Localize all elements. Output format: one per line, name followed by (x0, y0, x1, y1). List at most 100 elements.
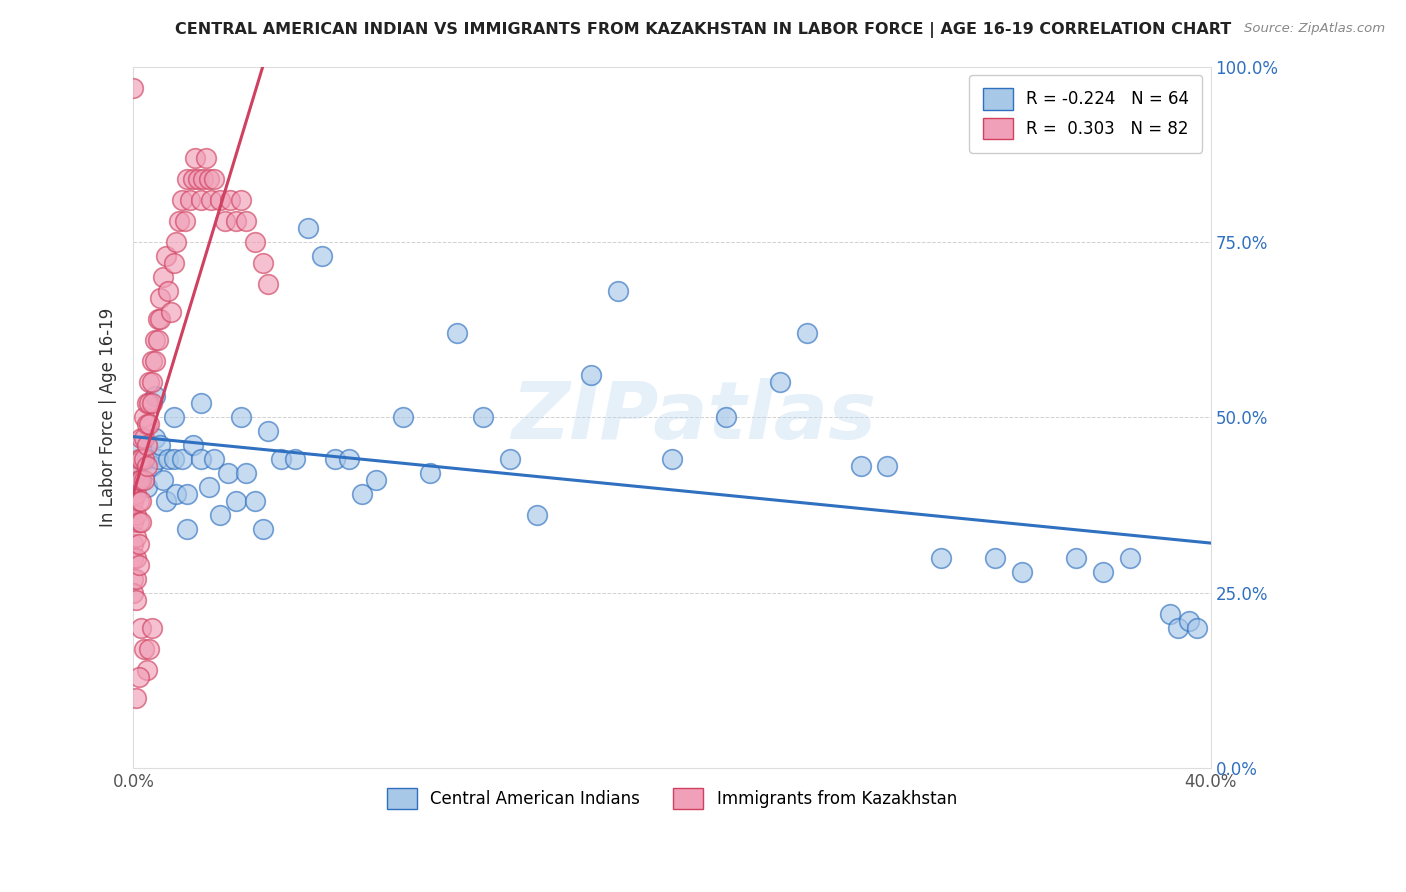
Point (214, 214, 236, 228)
Point (176, 171, 198, 186)
Point (122, 516, 145, 530)
Point (146, 333, 169, 347)
Point (131, 621, 153, 635)
Point (132, 474, 155, 488)
Point (155, 494, 177, 508)
Point (446, 326, 468, 340)
Point (128, 438, 150, 452)
Point (184, 151, 207, 165)
Point (173, 214, 195, 228)
Point (146, 452, 169, 467)
Point (849, 459, 872, 474)
Point (138, 375, 160, 389)
Point (190, 396, 212, 410)
Point (128, 474, 150, 488)
Point (391, 410, 413, 425)
Point (149, 312, 172, 326)
Y-axis label: In Labor Force | Age 16-19: In Labor Force | Age 16-19 (100, 308, 117, 527)
Point (190, 193, 212, 207)
Point (131, 474, 153, 488)
Point (128, 558, 150, 572)
Point (190, 452, 212, 467)
Point (122, 494, 145, 508)
Point (323, 452, 346, 467)
Point (125, 467, 148, 481)
Point (157, 284, 180, 298)
Point (284, 452, 307, 467)
Point (132, 452, 155, 467)
Point (931, 550, 953, 565)
Point (229, 410, 252, 425)
Point (143, 389, 166, 403)
Point (138, 641, 160, 656)
Point (200, 193, 222, 207)
Point (1167, 621, 1189, 635)
Point (141, 621, 163, 635)
Point (311, 249, 333, 263)
Point (661, 452, 683, 467)
Point (257, 425, 280, 439)
Point (499, 452, 522, 467)
Point (157, 452, 180, 467)
Point (143, 431, 166, 445)
Point (165, 235, 187, 249)
Point (122, 572, 145, 586)
Point (135, 438, 157, 452)
Point (170, 452, 193, 467)
Point (132, 410, 155, 425)
Point (163, 256, 186, 270)
Point (252, 256, 274, 270)
Point (243, 235, 266, 249)
Point (125, 508, 148, 523)
Point (131, 431, 153, 445)
Point (197, 171, 219, 186)
Point (141, 375, 163, 389)
Point (270, 452, 292, 467)
Point (202, 171, 225, 186)
Point (202, 452, 225, 467)
Point (152, 270, 174, 285)
Point (141, 459, 163, 474)
Point (122, 550, 145, 565)
Point (125, 529, 148, 543)
Point (167, 214, 190, 228)
Point (131, 516, 153, 530)
Point (138, 396, 160, 410)
Point (252, 523, 274, 537)
Point (1091, 565, 1114, 579)
Point (135, 480, 157, 494)
Point (125, 550, 148, 565)
Point (143, 333, 166, 347)
Point (1119, 550, 1142, 565)
Point (170, 193, 193, 207)
Point (165, 487, 187, 501)
Point (229, 193, 252, 207)
Point (181, 438, 204, 452)
Point (769, 375, 792, 389)
Point (352, 487, 374, 501)
Point (197, 480, 219, 494)
Point (141, 354, 163, 368)
Point (122, 585, 145, 599)
Text: CENTRAL AMERICAN INDIAN VS IMMIGRANTS FROM KAZAKHSTAN IN LABOR FORCE | AGE 16-19: CENTRAL AMERICAN INDIAN VS IMMIGRANTS FR… (174, 22, 1232, 38)
Point (128, 494, 150, 508)
Point (155, 249, 177, 263)
Point (796, 326, 818, 340)
Point (135, 417, 157, 432)
Point (125, 487, 148, 501)
Point (181, 171, 204, 186)
Point (714, 410, 737, 425)
Text: ZIPatlas: ZIPatlas (510, 378, 876, 457)
Point (235, 214, 257, 228)
Point (876, 459, 898, 474)
Point (607, 284, 630, 298)
Point (125, 690, 148, 705)
Text: Source: ZipAtlas.com: Source: ZipAtlas.com (1244, 22, 1385, 36)
Point (257, 277, 280, 291)
Point (1011, 565, 1033, 579)
Point (225, 494, 247, 508)
Point (138, 417, 160, 432)
Point (337, 452, 360, 467)
Point (160, 305, 183, 319)
Point (526, 508, 548, 523)
